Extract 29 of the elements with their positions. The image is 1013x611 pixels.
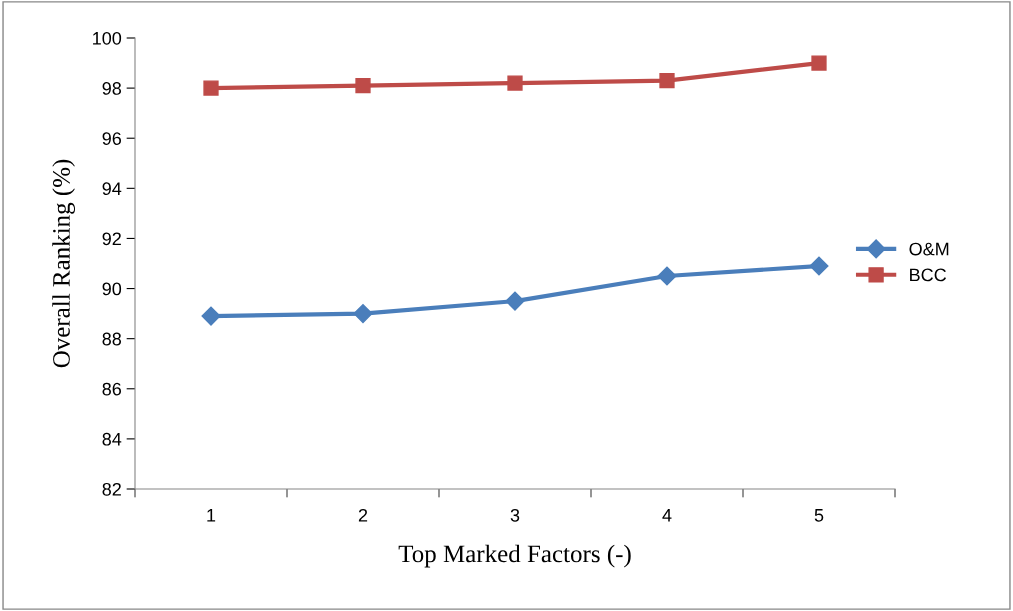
x-tick-label: 2 [358, 508, 368, 522]
y-tick-label: 94 [102, 182, 122, 196]
point [201, 306, 221, 326]
y-tick-label: 88 [102, 332, 122, 346]
legend-label: BCC [910, 268, 947, 282]
y-tick-label: 90 [102, 282, 122, 296]
y-axis-title: Overall Ranking (%) [52, 159, 76, 368]
x-tick-label: 5 [814, 509, 824, 522]
point [355, 77, 371, 94]
y-tick-label: 100 [93, 31, 122, 45]
x-tick-label: 4 [662, 509, 672, 522]
y-tick-label: 92 [102, 232, 121, 246]
point [505, 291, 525, 311]
point [809, 256, 829, 276]
point [659, 72, 675, 89]
y-tick-label: 84 [102, 432, 122, 446]
point [811, 55, 827, 71]
legend-label: O&M [909, 242, 949, 256]
x-tick-label: 3 [510, 508, 520, 522]
point [203, 80, 219, 96]
point [657, 266, 677, 286]
y-tick-label: 96 [102, 132, 122, 145]
point [353, 304, 373, 324]
point [507, 75, 523, 91]
y-tick-label: 82 [102, 482, 121, 496]
y-tick-label: 98 [102, 82, 122, 95]
x-tick-label: 1 [207, 509, 216, 522]
x-axis-title: Top Marked Factors (-) [398, 544, 631, 568]
y-tick-label: 86 [102, 382, 122, 396]
